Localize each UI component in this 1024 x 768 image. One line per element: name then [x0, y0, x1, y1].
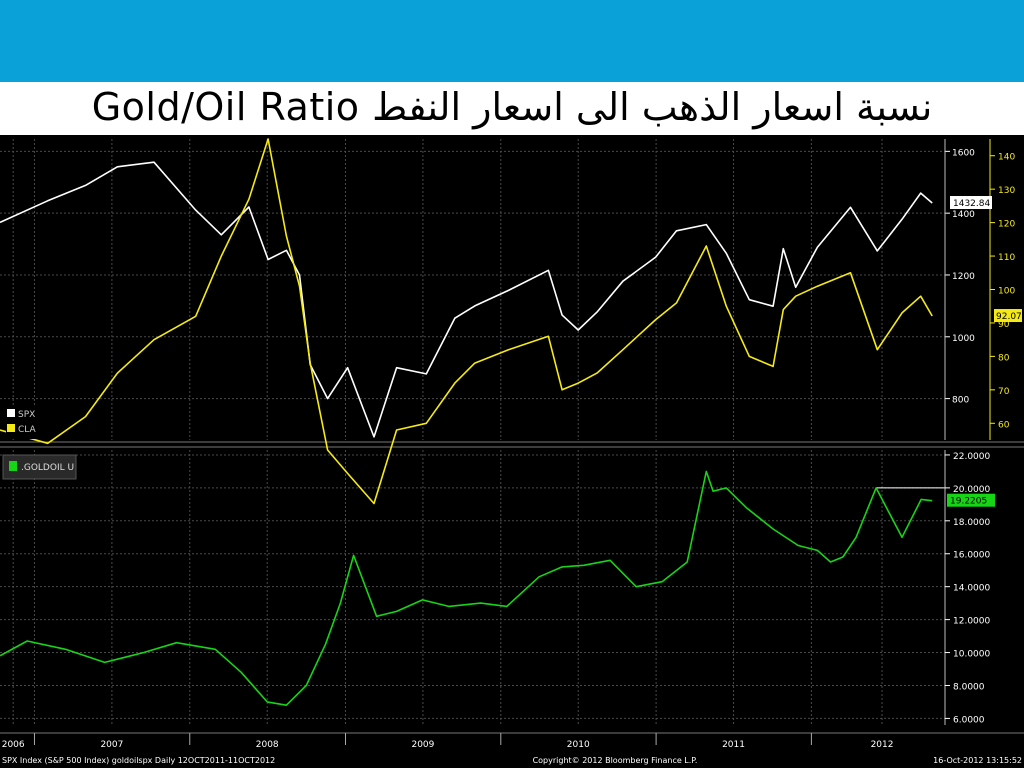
- right-axis-tick-label: 70: [998, 387, 1010, 397]
- last-value-label-goldoil: 19.2205: [950, 497, 987, 507]
- lower-axis-tick-label: 12.0000: [953, 617, 990, 627]
- year-label: 2008: [256, 740, 279, 750]
- last-value-label-spx: 1432.84: [953, 199, 990, 209]
- left-axis-tick-label: 1400: [952, 210, 975, 220]
- legend-swatch-goldoil: [9, 461, 17, 471]
- lower-axis-tick-label: 22.0000: [953, 452, 990, 462]
- lower-axis-tick-label: 16.0000: [953, 551, 990, 561]
- series-line-spx: [0, 161, 933, 438]
- lower-legend: .GOLDOIL U: [2, 454, 77, 480]
- year-label: 2010: [567, 740, 590, 750]
- year-label: 2009: [411, 740, 434, 750]
- footer-right: 16-Oct-2012 13:15:52: [933, 756, 1022, 765]
- legend-label-goldoil: .GOLDOIL U: [21, 463, 74, 473]
- lower-axis-tick-label: 10.0000: [953, 650, 990, 660]
- lower-axis-tick-label: 18.0000: [953, 518, 990, 528]
- year-label: 2011: [722, 740, 745, 750]
- last-value-box-cla: [994, 309, 1022, 323]
- legend-label-cla: CLA: [18, 425, 37, 435]
- left-axis-tick-label: 1000: [952, 334, 975, 344]
- chart-area: 800 1000 1200 1400 1600 60 70 80 90 100 110 120 130 1…: [0, 135, 1024, 768]
- series-line-goldoil: [0, 470, 933, 707]
- series-layer: [0, 138, 945, 707]
- legend-swatch-cla: [7, 424, 15, 432]
- chart-background: [0, 135, 1024, 768]
- right-axis-tick-label: 140: [998, 153, 1015, 163]
- right-axis-tick-label: 130: [998, 186, 1015, 196]
- year-label: 2006: [2, 740, 25, 750]
- slide-title: Gold/Oil Ratio نسبة اسعار الذهب الى اسعا…: [0, 82, 1024, 135]
- last-value-label-cla: 92.07: [996, 312, 1022, 322]
- legend-swatch-spx: [7, 409, 15, 417]
- right-axis-tick-label: 60: [998, 420, 1010, 430]
- right-axis-tick-label: 120: [998, 220, 1015, 230]
- right-axis-tick-label: 100: [998, 287, 1015, 297]
- lower-axis-tick-label: 6.0000: [953, 715, 985, 725]
- year-label: 2007: [100, 740, 123, 750]
- footer-left: SPX Index (S&P 500 Index) goldoilspx Dai…: [2, 756, 275, 765]
- lower-axis-tick-label: 14.0000: [953, 584, 990, 594]
- lower-axis-tick-label: 8.0000: [953, 682, 985, 692]
- right-axis-tick-label: 90: [998, 320, 1010, 330]
- lower-axis-tick-label: 20.0000: [953, 485, 990, 495]
- series-line-cla: [0, 138, 933, 505]
- last-value-box-goldoil: [947, 493, 995, 507]
- grid-layer: [0, 139, 1024, 745]
- chart-svg: 800 1000 1200 1400 1600 60 70 80 90 100 110 120 130 1…: [0, 135, 1024, 768]
- right-axis-tick-label: 110: [998, 253, 1015, 263]
- footer-center: Copyright© 2012 Bloomberg Finance L.P.: [533, 756, 698, 765]
- right-axis-tick-label: 80: [998, 353, 1010, 363]
- axis-layer: 800 1000 1200 1400 1600 60 70 80 90 100 110 120 130 1…: [2, 139, 1022, 750]
- year-label: 2012: [871, 740, 894, 750]
- upper-legend: SPX CLA: [6, 405, 37, 439]
- last-value-box-spx: [950, 196, 992, 210]
- left-axis-tick-label: 1600: [952, 148, 975, 158]
- top-banner: [0, 0, 1024, 82]
- chart-footer: SPX Index (S&P 500 Index) goldoilspx Dai…: [2, 756, 1022, 765]
- left-axis-tick-label: 800: [952, 396, 969, 406]
- left-axis-tick-label: 1200: [952, 272, 975, 282]
- legend-label-spx: SPX: [18, 410, 35, 420]
